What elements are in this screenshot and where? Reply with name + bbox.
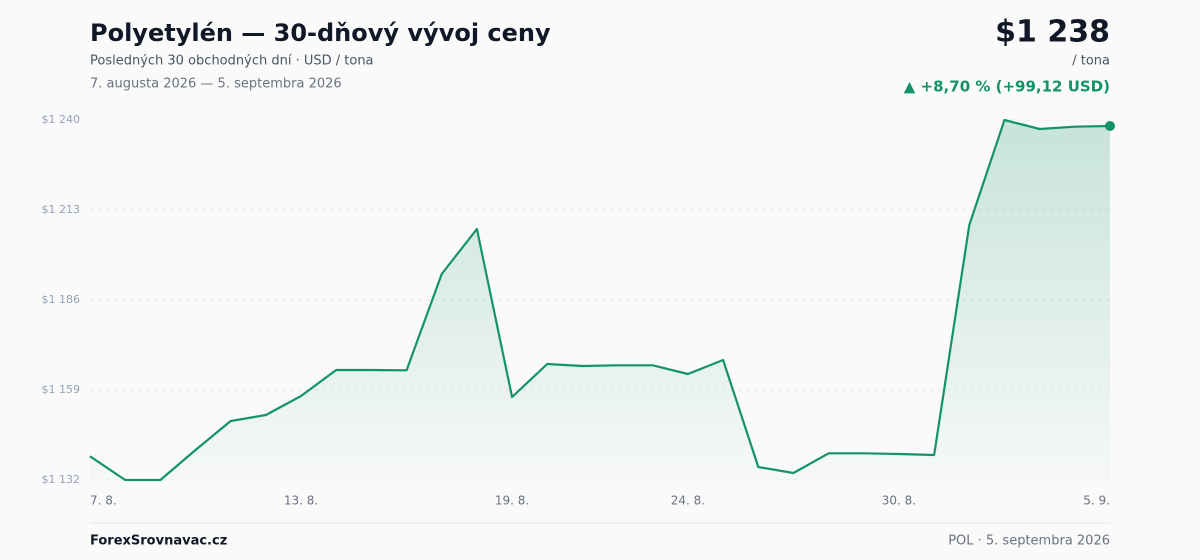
change: ▲ +8,70 % (+99,12 USD) bbox=[904, 78, 1110, 96]
x-tick-label: 19. 8. bbox=[495, 494, 529, 508]
x-tick-label: 24. 8. bbox=[671, 494, 705, 508]
x-tick-label: 13. 8. bbox=[284, 494, 318, 508]
subtitle: Posledných 30 obchodných dní · USD / ton… bbox=[90, 54, 374, 69]
price-unit: / tona bbox=[1072, 54, 1110, 69]
price: $1 238 bbox=[995, 15, 1110, 50]
chart-title: Polyetylén — 30-dňový vývoj ceny bbox=[90, 19, 551, 47]
footer-note: POL · 5. septembra 2026 bbox=[948, 534, 1110, 549]
x-tick-label: 5. 9. bbox=[1083, 494, 1110, 508]
line bbox=[89, 118, 1111, 482]
area bbox=[90, 120, 1110, 480]
x-tick-label: 7. 8. bbox=[90, 494, 117, 508]
date-range: 7. augusta 2026 — 5. septembra 2026 bbox=[90, 77, 342, 92]
last-point bbox=[1105, 121, 1115, 131]
y-tick-label: $1 132 bbox=[42, 473, 81, 486]
y-tick-label: $1 186 bbox=[42, 293, 81, 306]
x-tick-label: 30. 8. bbox=[882, 494, 916, 508]
y-tick-label: $1 159 bbox=[42, 383, 81, 396]
y-tick-label: $1 213 bbox=[42, 203, 81, 216]
source: ForexSrovnavac.cz bbox=[90, 534, 227, 549]
y-tick-label: $1 240 bbox=[42, 113, 81, 126]
